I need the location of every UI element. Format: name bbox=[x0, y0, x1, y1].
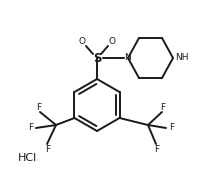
Text: O: O bbox=[78, 38, 85, 47]
Text: F: F bbox=[168, 124, 173, 133]
Text: F: F bbox=[45, 145, 50, 154]
Text: F: F bbox=[36, 102, 41, 112]
Text: F: F bbox=[154, 145, 159, 154]
Text: O: O bbox=[108, 38, 115, 47]
Text: N: N bbox=[124, 53, 131, 62]
Text: NH: NH bbox=[174, 53, 188, 62]
Text: HCl: HCl bbox=[18, 153, 37, 163]
Text: S: S bbox=[92, 52, 101, 65]
Text: F: F bbox=[160, 102, 165, 112]
Text: F: F bbox=[28, 124, 33, 133]
